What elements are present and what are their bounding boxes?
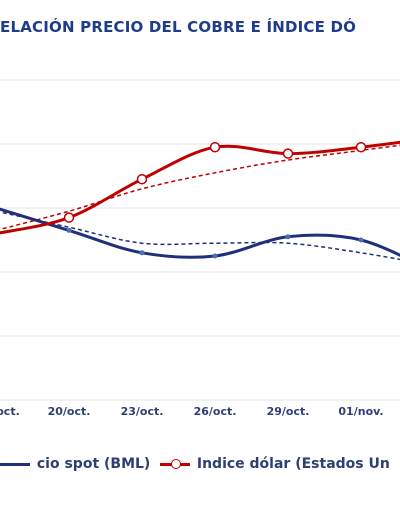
series-line-0 bbox=[0, 207, 400, 259]
data-point-0-4 bbox=[285, 234, 291, 240]
x-tick-label: 26/oct. bbox=[194, 405, 237, 418]
data-point-1-5 bbox=[355, 141, 367, 153]
legend-item-dollar-index: Indice dólar (Estados Un bbox=[160, 456, 390, 472]
trendline-1 bbox=[0, 144, 400, 231]
legend-item-copper: cio spot (BML) bbox=[0, 456, 150, 472]
series-lines bbox=[0, 140, 400, 259]
x-axis-tick-labels: /oct. 20/oct. 23/oct. 26/oct. 29/oct. 01/nov.… bbox=[0, 405, 384, 418]
data-point-1-4 bbox=[282, 148, 294, 159]
legend-swatch-copper bbox=[0, 456, 30, 472]
legend-label-copper: cio spot (BML) bbox=[36, 456, 151, 472]
gridlines bbox=[0, 79, 400, 401]
x-tick-label: 01/nov. bbox=[338, 405, 383, 418]
data-point-0-2 bbox=[139, 250, 145, 256]
chart-title: ELACIÓN PRECIO DEL COBRE E ÍNDICE DÓ bbox=[0, 18, 357, 36]
legend-label-dollar-index: Indice dólar (Estados Un bbox=[196, 456, 390, 472]
series-markers bbox=[63, 141, 367, 259]
legend-swatch-dollar-index bbox=[160, 456, 190, 472]
legend: cio spot (BML) Indice dólar (Estados Un bbox=[0, 452, 400, 478]
x-tick-label: 23/oct. bbox=[121, 405, 164, 418]
x-tick-label: 29/oct. bbox=[267, 405, 310, 418]
trendlines bbox=[0, 144, 400, 261]
data-point-0-3 bbox=[212, 253, 218, 259]
x-tick-label: 20/oct. bbox=[48, 405, 91, 418]
data-point-0-1 bbox=[66, 227, 72, 233]
series-line-1 bbox=[0, 140, 400, 235]
x-tick-label: /oct. bbox=[0, 405, 20, 418]
data-point-0-5 bbox=[358, 237, 364, 243]
data-point-1-1 bbox=[63, 212, 75, 223]
data-point-1-2 bbox=[136, 173, 148, 185]
data-point-1-3 bbox=[209, 141, 221, 153]
